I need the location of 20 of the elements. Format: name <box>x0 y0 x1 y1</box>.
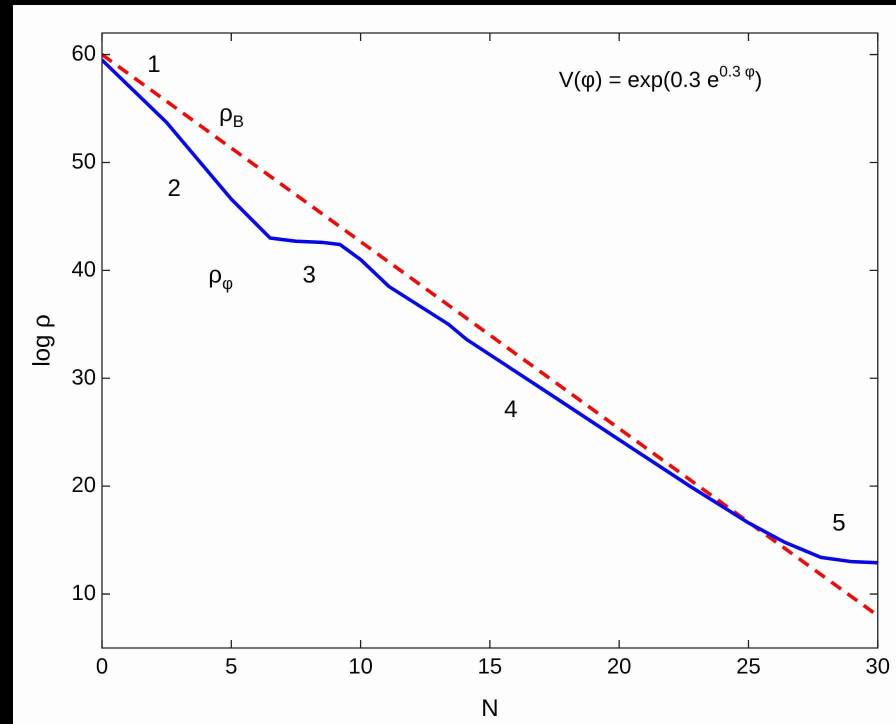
y-tick-label: 40 <box>72 256 96 282</box>
y-tick-label: 60 <box>72 40 96 66</box>
y-tick-label: 30 <box>72 364 96 390</box>
x-tick-label: 20 <box>606 653 632 678</box>
x-tick-label: 15 <box>478 653 502 678</box>
y-tick-label: 50 <box>72 148 96 174</box>
x-tick-label: 25 <box>736 653 761 678</box>
annotation: 3 <box>302 262 316 289</box>
x-tick-label: 5 <box>225 653 238 678</box>
x-tick-label: 10 <box>348 653 373 678</box>
annotation: 4 <box>504 396 518 424</box>
annotation: 2 <box>167 174 181 202</box>
annotation: 1 <box>147 51 161 78</box>
y-axis-title: log ρ <box>28 314 56 367</box>
y-tick-label: 20 <box>72 472 96 498</box>
y-tick-label: 10 <box>72 580 96 606</box>
x-tick-label: 30 <box>866 653 890 678</box>
annotation: 5 <box>832 509 846 536</box>
x-tick-label: 0 <box>96 653 108 678</box>
x-axis-title: N <box>481 695 499 722</box>
